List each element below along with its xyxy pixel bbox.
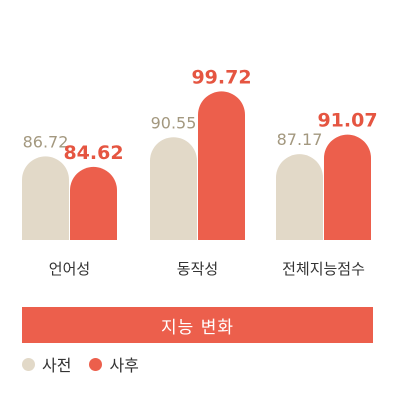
bar-before-2	[276, 154, 323, 240]
legend-item-before: 사전	[22, 352, 71, 376]
value-label-before-2: 87.17	[277, 130, 323, 149]
legend: 사전 사후	[22, 352, 139, 376]
legend-label-after: 사후	[109, 356, 139, 375]
bar-after-0	[70, 166, 117, 240]
category-label-0: 언어성	[49, 260, 90, 278]
value-label-after-1: 99.72	[191, 66, 251, 88]
legend-swatch-after	[89, 357, 103, 371]
legend-label-before: 사전	[42, 356, 72, 375]
category-label-1: 동작성	[177, 260, 218, 278]
value-label-after-0: 84.62	[63, 142, 123, 164]
legend-swatch-before	[22, 357, 35, 371]
legend-item-after: 사후	[89, 352, 139, 376]
chart-title: 지능 변화	[161, 317, 234, 338]
bar-after-1	[198, 91, 245, 240]
value-label-before-1: 90.55	[151, 113, 197, 132]
category-label-2: 전체지능점수	[282, 260, 365, 278]
value-label-after-2: 91.07	[317, 110, 377, 132]
chart-title-banner: 지능 변화	[22, 307, 373, 343]
bar-before-0	[22, 156, 69, 240]
bar-before-1	[150, 137, 197, 240]
bar-after-2	[324, 134, 371, 240]
value-label-before-0: 86.72	[23, 132, 69, 151]
